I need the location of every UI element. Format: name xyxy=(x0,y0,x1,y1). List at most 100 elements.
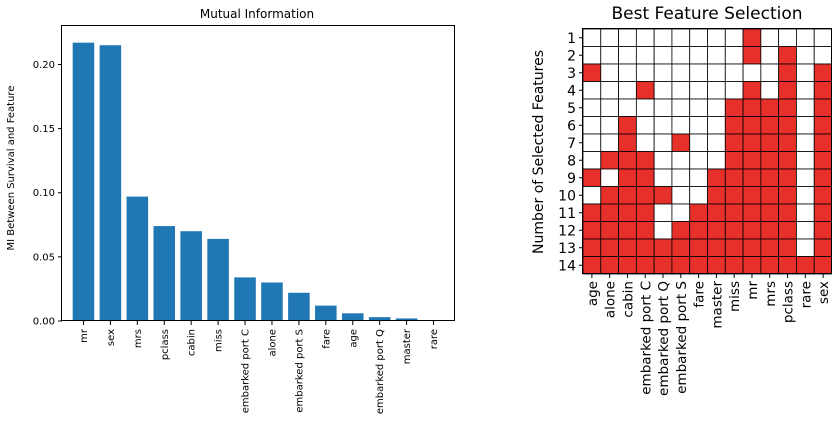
mi-y-axis-label: MI Between Survival and Feature xyxy=(6,86,17,251)
selected-cell xyxy=(760,203,780,222)
mi-bar xyxy=(72,42,95,321)
mi-bar xyxy=(153,226,176,321)
selected-cell xyxy=(813,221,832,240)
selected-cell xyxy=(742,98,762,117)
unselected-cell xyxy=(796,186,815,205)
selected-cell xyxy=(742,186,762,205)
selected-cell xyxy=(600,256,619,275)
selected-cell xyxy=(724,151,744,170)
unselected-cell xyxy=(796,151,815,170)
unselected-cell xyxy=(653,221,673,240)
selected-cell xyxy=(724,256,744,275)
selected-cell xyxy=(760,238,780,257)
mi-y-tick-label: 0.15 xyxy=(33,124,55,135)
bfs-x-tick-label: embarked port C xyxy=(638,281,654,395)
bfs-y-axis-label: Number of Selected Features xyxy=(531,50,547,254)
unselected-cell xyxy=(653,28,673,47)
selected-cell xyxy=(778,133,797,152)
bfs-y-tick-label: 14 xyxy=(558,258,576,274)
selected-cell xyxy=(653,256,673,275)
selected-cell xyxy=(813,98,832,117)
bfs-x-tick-label: rare xyxy=(798,281,814,308)
mi-x-tick-label: cabin xyxy=(187,329,198,356)
bfs-x-tick-label: sex xyxy=(816,281,832,304)
selected-cell xyxy=(724,116,744,135)
selected-cell xyxy=(813,186,832,205)
selected-cell xyxy=(724,133,744,152)
unselected-cell xyxy=(813,46,832,65)
mi-y-ticks: 0.00 0.05 0.10 0.15 0.20 xyxy=(33,60,62,328)
unselected-cell xyxy=(600,28,619,47)
selected-cell xyxy=(724,98,744,117)
mi-x-tick-label: embarked port Q xyxy=(375,329,386,414)
selected-cell xyxy=(760,98,780,117)
mi-plot-frame xyxy=(61,25,455,321)
bfs-y-tick-label: 5 xyxy=(567,101,576,117)
unselected-cell xyxy=(689,151,708,170)
selected-cell xyxy=(618,151,637,170)
mi-bar xyxy=(368,317,391,321)
unselected-cell xyxy=(653,168,673,187)
unselected-cell xyxy=(618,46,637,65)
unselected-cell xyxy=(778,28,797,47)
unselected-cell xyxy=(671,151,691,170)
unselected-cell xyxy=(582,133,602,152)
unselected-cell xyxy=(635,46,655,65)
unselected-cell xyxy=(760,46,780,65)
selected-cell xyxy=(778,151,797,170)
unselected-cell xyxy=(707,81,726,100)
unselected-cell xyxy=(582,116,602,135)
selected-cell xyxy=(778,256,797,275)
selected-cell xyxy=(707,203,726,222)
selected-cell xyxy=(742,203,762,222)
selected-cell xyxy=(742,221,762,240)
unselected-cell xyxy=(653,133,673,152)
selected-cell xyxy=(653,238,673,257)
selected-cell xyxy=(760,133,780,152)
unselected-cell xyxy=(653,63,673,82)
mi-x-tick-label: mrs xyxy=(133,329,144,348)
unselected-cell xyxy=(600,63,619,82)
selected-cell xyxy=(635,203,655,222)
unselected-cell xyxy=(671,81,691,100)
mi-y-tick-label: 0.10 xyxy=(33,188,55,199)
unselected-cell xyxy=(653,46,673,65)
selected-cell xyxy=(582,203,602,222)
selected-cell xyxy=(618,168,637,187)
bfs-x-tick-label: cabin xyxy=(620,281,636,318)
unselected-cell xyxy=(600,133,619,152)
bfs-y-tick-label: 13 xyxy=(558,241,576,257)
selected-cell xyxy=(813,151,832,170)
unselected-cell xyxy=(796,63,815,82)
selected-cell xyxy=(600,186,619,205)
selected-cell xyxy=(707,186,726,205)
unselected-cell xyxy=(796,168,815,187)
unselected-cell xyxy=(689,46,708,65)
unselected-cell xyxy=(689,116,708,135)
selected-cell xyxy=(742,256,762,275)
selected-cell xyxy=(582,238,602,257)
unselected-cell xyxy=(582,46,602,65)
selected-cell xyxy=(689,221,708,240)
selected-cell xyxy=(618,238,637,257)
unselected-cell xyxy=(760,63,780,82)
mi-bars xyxy=(72,42,418,321)
selected-cell xyxy=(689,203,708,222)
selected-cell xyxy=(778,46,797,65)
unselected-cell xyxy=(635,98,655,117)
bfs-y-tick-label: 9 xyxy=(567,171,576,187)
bfs-y-tick-label: 10 xyxy=(558,188,576,204)
selected-cell xyxy=(742,168,762,187)
bfs-y-tick-label: 12 xyxy=(558,223,576,239)
mi-x-tick-label: mr xyxy=(79,328,90,343)
selected-cell xyxy=(618,256,637,275)
unselected-cell xyxy=(582,28,602,47)
mi-x-tick-label: sex xyxy=(106,329,117,346)
mi-x-tick-label: miss xyxy=(214,329,225,352)
selected-cell xyxy=(635,238,655,257)
selected-cell xyxy=(671,238,691,257)
unselected-cell xyxy=(707,46,726,65)
unselected-cell xyxy=(653,98,673,117)
